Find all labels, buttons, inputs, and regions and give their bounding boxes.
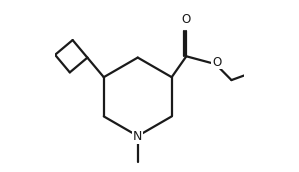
Text: N: N (133, 130, 142, 143)
Text: O: O (182, 13, 191, 26)
Text: O: O (212, 56, 221, 69)
